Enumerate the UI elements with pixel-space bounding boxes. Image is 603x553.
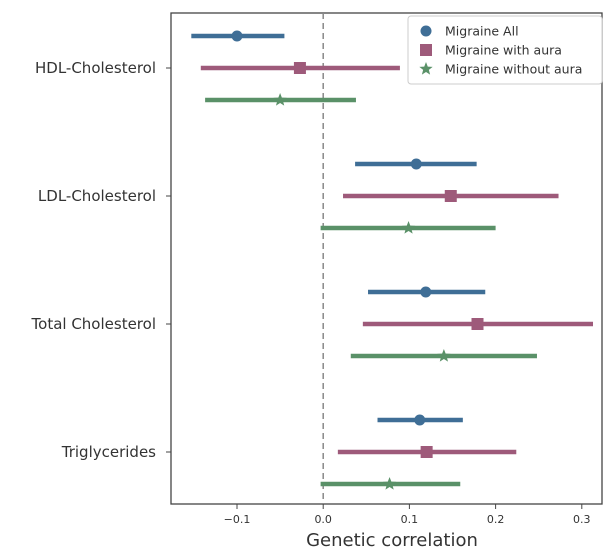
- point-estimate-marker: [437, 349, 451, 362]
- x-tick-label: 0.0: [314, 513, 332, 526]
- legend-marker-square: [420, 44, 432, 56]
- legend: Migraine All Migraine with aura Migraine w…: [407, 15, 603, 85]
- legend-marker-circle: [420, 25, 432, 37]
- point-estimate-marker: [420, 446, 433, 458]
- legend-box: [407, 15, 603, 85]
- point-estimate-marker: [293, 62, 306, 74]
- point-estimate-marker: [471, 318, 484, 330]
- category-label: Total Cholesterol: [31, 315, 156, 333]
- x-axis-ticks: −0.1 0.0 0.1 0.2 0.3: [224, 504, 591, 526]
- category-label: LDL-Cholesterol: [38, 187, 156, 205]
- point-estimate-marker: [410, 158, 422, 170]
- series-square: [200, 62, 594, 458]
- x-tick-label: −0.1: [224, 513, 251, 526]
- data-series: [191, 30, 594, 490]
- point-estimate-marker: [401, 221, 416, 234]
- series-circle: [191, 30, 486, 426]
- x-axis-title: Genetic correlation: [306, 530, 478, 551]
- point-estimate-marker: [420, 286, 432, 298]
- plot-area: [170, 12, 603, 505]
- point-estimate-marker: [414, 414, 426, 426]
- x-tick-label: 0.3: [573, 513, 591, 526]
- x-tick-label: 0.2: [487, 513, 505, 526]
- point-estimate-marker: [273, 93, 287, 106]
- legend-label: Migraine All: [445, 24, 519, 39]
- point-estimate-marker: [231, 30, 243, 42]
- legend-marker-star: [419, 62, 433, 75]
- point-estimate-marker: [382, 477, 397, 490]
- category-label: Triglycerides: [61, 443, 156, 461]
- x-tick-label: 0.1: [401, 513, 419, 526]
- y-axis-categories: HDL-Cholesterol LDL-Cholesterol Total Chol…: [31, 59, 171, 461]
- legend-label: Migraine without aura: [445, 62, 582, 77]
- legend-label: Migraine with aura: [445, 43, 562, 58]
- category-label: HDL-Cholesterol: [35, 59, 156, 77]
- point-estimate-marker: [444, 190, 457, 202]
- series-star: [205, 93, 537, 490]
